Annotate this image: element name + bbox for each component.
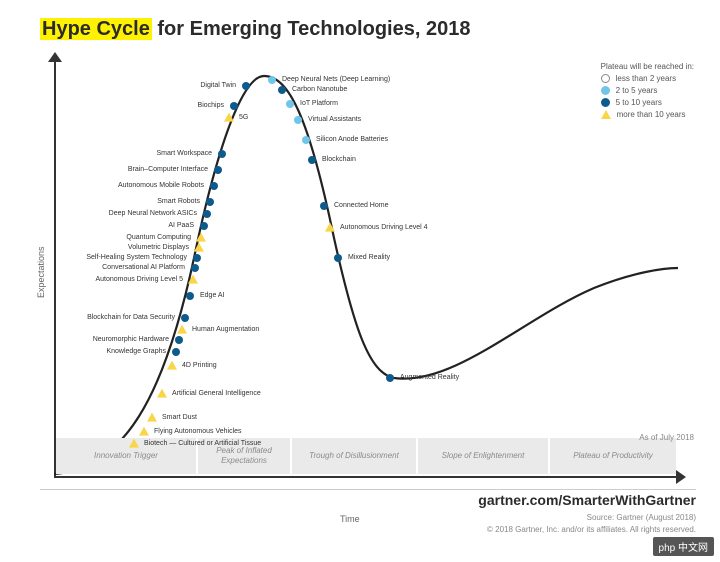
point-label: Edge AI (192, 292, 225, 300)
phase-label: Plateau of Productivity (550, 438, 676, 474)
point-label: Silicon Anode Batteries (308, 136, 388, 144)
legend-row: 5 to 10 years (601, 98, 694, 107)
point-label: Autonomous Mobile Robots (118, 182, 212, 190)
point-label: Mixed Reality (340, 254, 390, 262)
legend-row: less than 2 years (601, 74, 694, 83)
point-label: Volumetric Displays (128, 244, 197, 252)
footer-copyright: © 2018 Gartner, Inc. and/or its affiliat… (487, 525, 696, 534)
point-label: Autonomous Driving Level 5 (95, 276, 191, 284)
footer-divider (40, 489, 696, 490)
footer-url: gartner.com/SmarterWithGartner (478, 492, 696, 508)
hype-cycle-chart: Expectations Time Innovation TriggerPeak… (40, 58, 680, 488)
point-label: Flying Autonomous Vehicles (146, 428, 242, 436)
point-label: AI PaaS (168, 222, 202, 230)
y-axis-label: Expectations (36, 246, 46, 298)
point-label: Self-Healing System Technology (86, 254, 195, 262)
chart-title: Hype Cycle for Emerging Technologies, 20… (40, 18, 470, 41)
footer-source: Source: Gartner (August 2018) (587, 513, 696, 522)
legend-row: 2 to 5 years (601, 86, 694, 95)
legend-swatch-circle (601, 86, 610, 95)
legend-label: less than 2 years (616, 74, 676, 83)
point-label: Biochips (198, 102, 232, 110)
legend-label: 5 to 10 years (616, 98, 662, 107)
point-label: Autonomous Driving Level 4 (332, 224, 428, 232)
phase-label: Trough of Disillusionment (292, 438, 416, 474)
point-label: Brain–Computer Interface (128, 166, 216, 174)
point-label: Knowledge Graphs (106, 348, 174, 356)
x-axis-label: Time (340, 514, 360, 524)
as-of-note: As of July 2018 (639, 433, 694, 442)
point-label: IoT Platform (292, 100, 338, 108)
legend-header: Plateau will be reached in: (601, 62, 694, 71)
legend-label: more than 10 years (617, 110, 686, 119)
point-label: 4D Printing (174, 362, 217, 370)
point-label: Human Augmentation (184, 326, 259, 334)
legend-row: more than 10 years (601, 110, 694, 119)
point-label: Conversational AI Platform (102, 264, 193, 272)
point-label: 5G (231, 114, 248, 122)
title-highlight: Hype Cycle (40, 18, 152, 40)
watermark: php 中文网 (653, 537, 714, 556)
point-label: Deep Neural Nets (Deep Learning) (274, 76, 390, 84)
legend-swatch-triangle (601, 110, 611, 119)
point-label: Blockchain (314, 156, 356, 164)
point-label: Artificial General Intelligence (164, 390, 261, 398)
legend-swatch-circle (601, 74, 610, 83)
point-label: Deep Neural Network ASICs (109, 210, 205, 218)
legend-swatch-circle (601, 98, 610, 107)
point-label: Smart Workspace (157, 150, 221, 158)
point-label: Biotech — Cultured or Artificial Tissue (136, 440, 261, 448)
title-rest: for Emerging Technologies, 2018 (152, 18, 471, 40)
point-label: Neuromorphic Hardware (93, 336, 177, 344)
point-label: Virtual Assistants (300, 116, 361, 124)
point-label: Digital Twin (200, 82, 244, 90)
point-label: Blockchain for Data Security (87, 314, 183, 322)
point-label: Carbon Nanotube (284, 86, 347, 94)
point-label: Quantum Computing (126, 234, 199, 242)
legend-label: 2 to 5 years (616, 86, 658, 95)
point-label: Smart Dust (154, 414, 197, 422)
point-label: Augmented Reality (392, 374, 459, 382)
point-label: Smart Robots (157, 198, 208, 206)
point-label: Connected Home (326, 202, 388, 210)
legend: Plateau will be reached in: less than 2 … (601, 62, 694, 119)
phase-label: Slope of Enlightenment (418, 438, 548, 474)
